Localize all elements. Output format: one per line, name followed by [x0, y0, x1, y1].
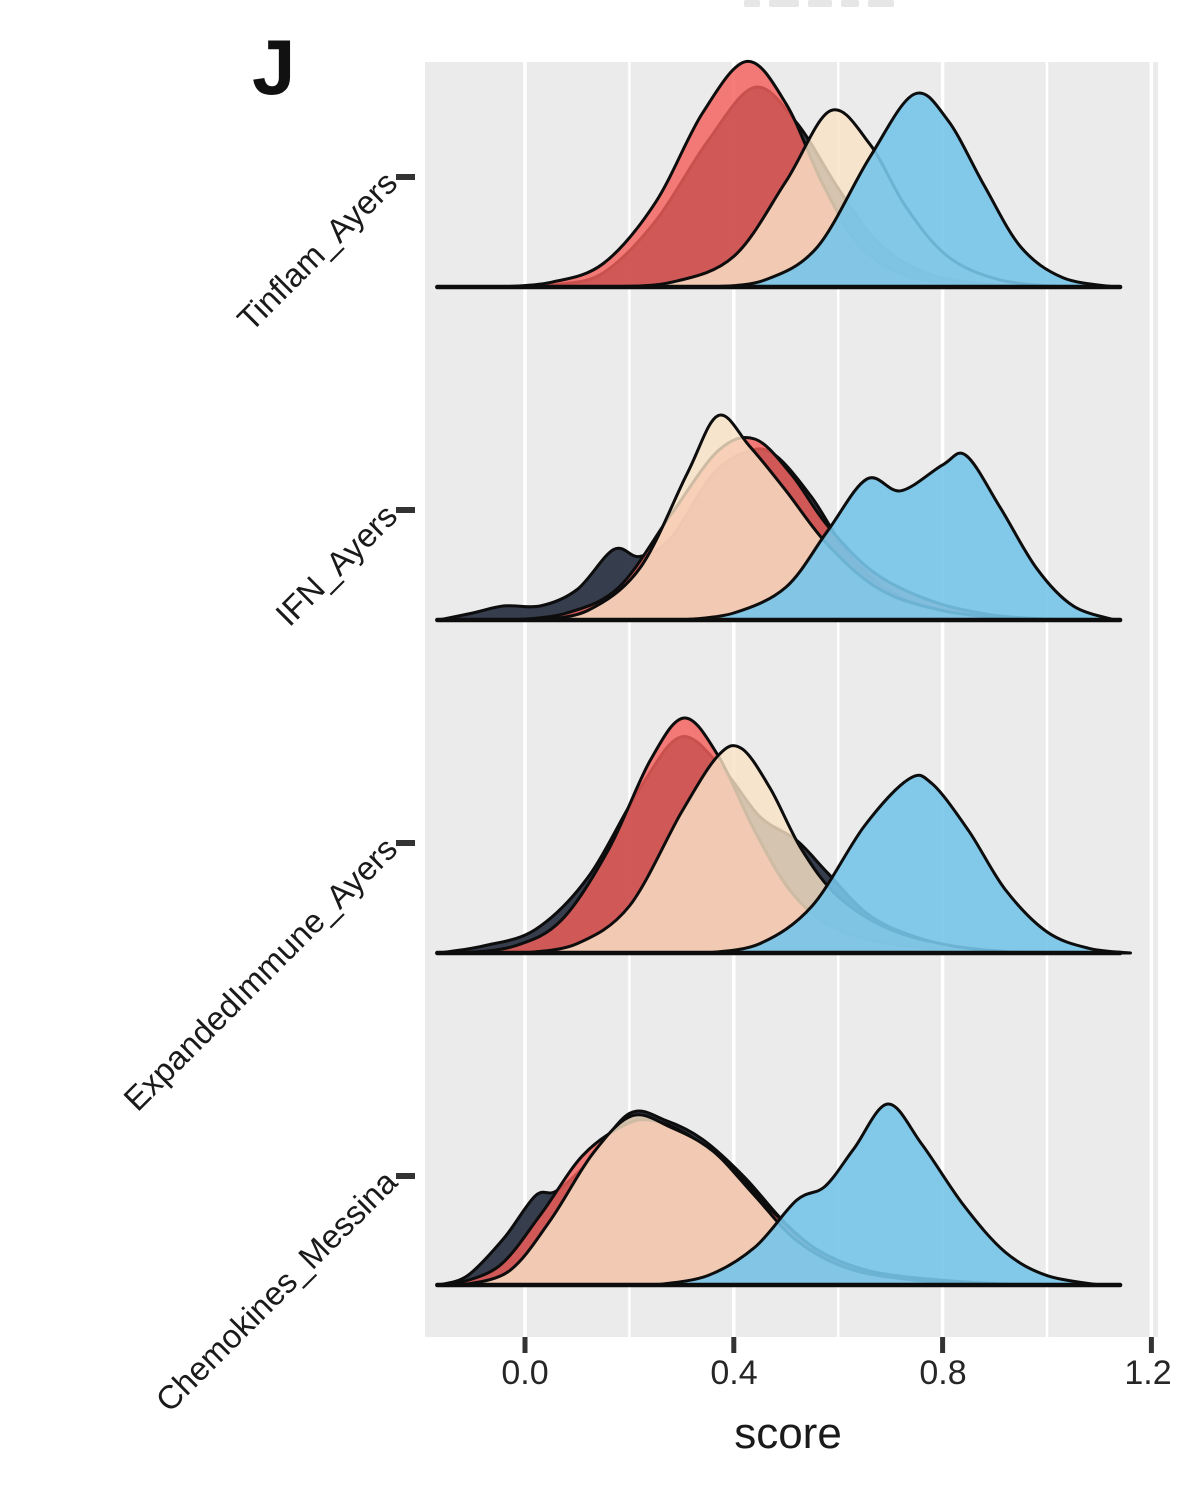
x-tick-label-1.2: 1.2: [1124, 1354, 1172, 1392]
density-curve-blue: [706, 773, 1132, 955]
x-axis-title: score: [734, 1409, 842, 1458]
density-curve-blue: [711, 91, 1117, 289]
x-tick-label-0.0: 0.0: [501, 1354, 549, 1392]
cropped-text-artifact: [744, 0, 906, 10]
density-curve-blue: [680, 451, 1117, 622]
density-curve-blue: [654, 1102, 1101, 1287]
panel-letter: J: [252, 23, 296, 111]
x-tick-label-0.4: 0.4: [710, 1354, 758, 1392]
x-tick-label-0.8: 0.8: [919, 1354, 967, 1392]
